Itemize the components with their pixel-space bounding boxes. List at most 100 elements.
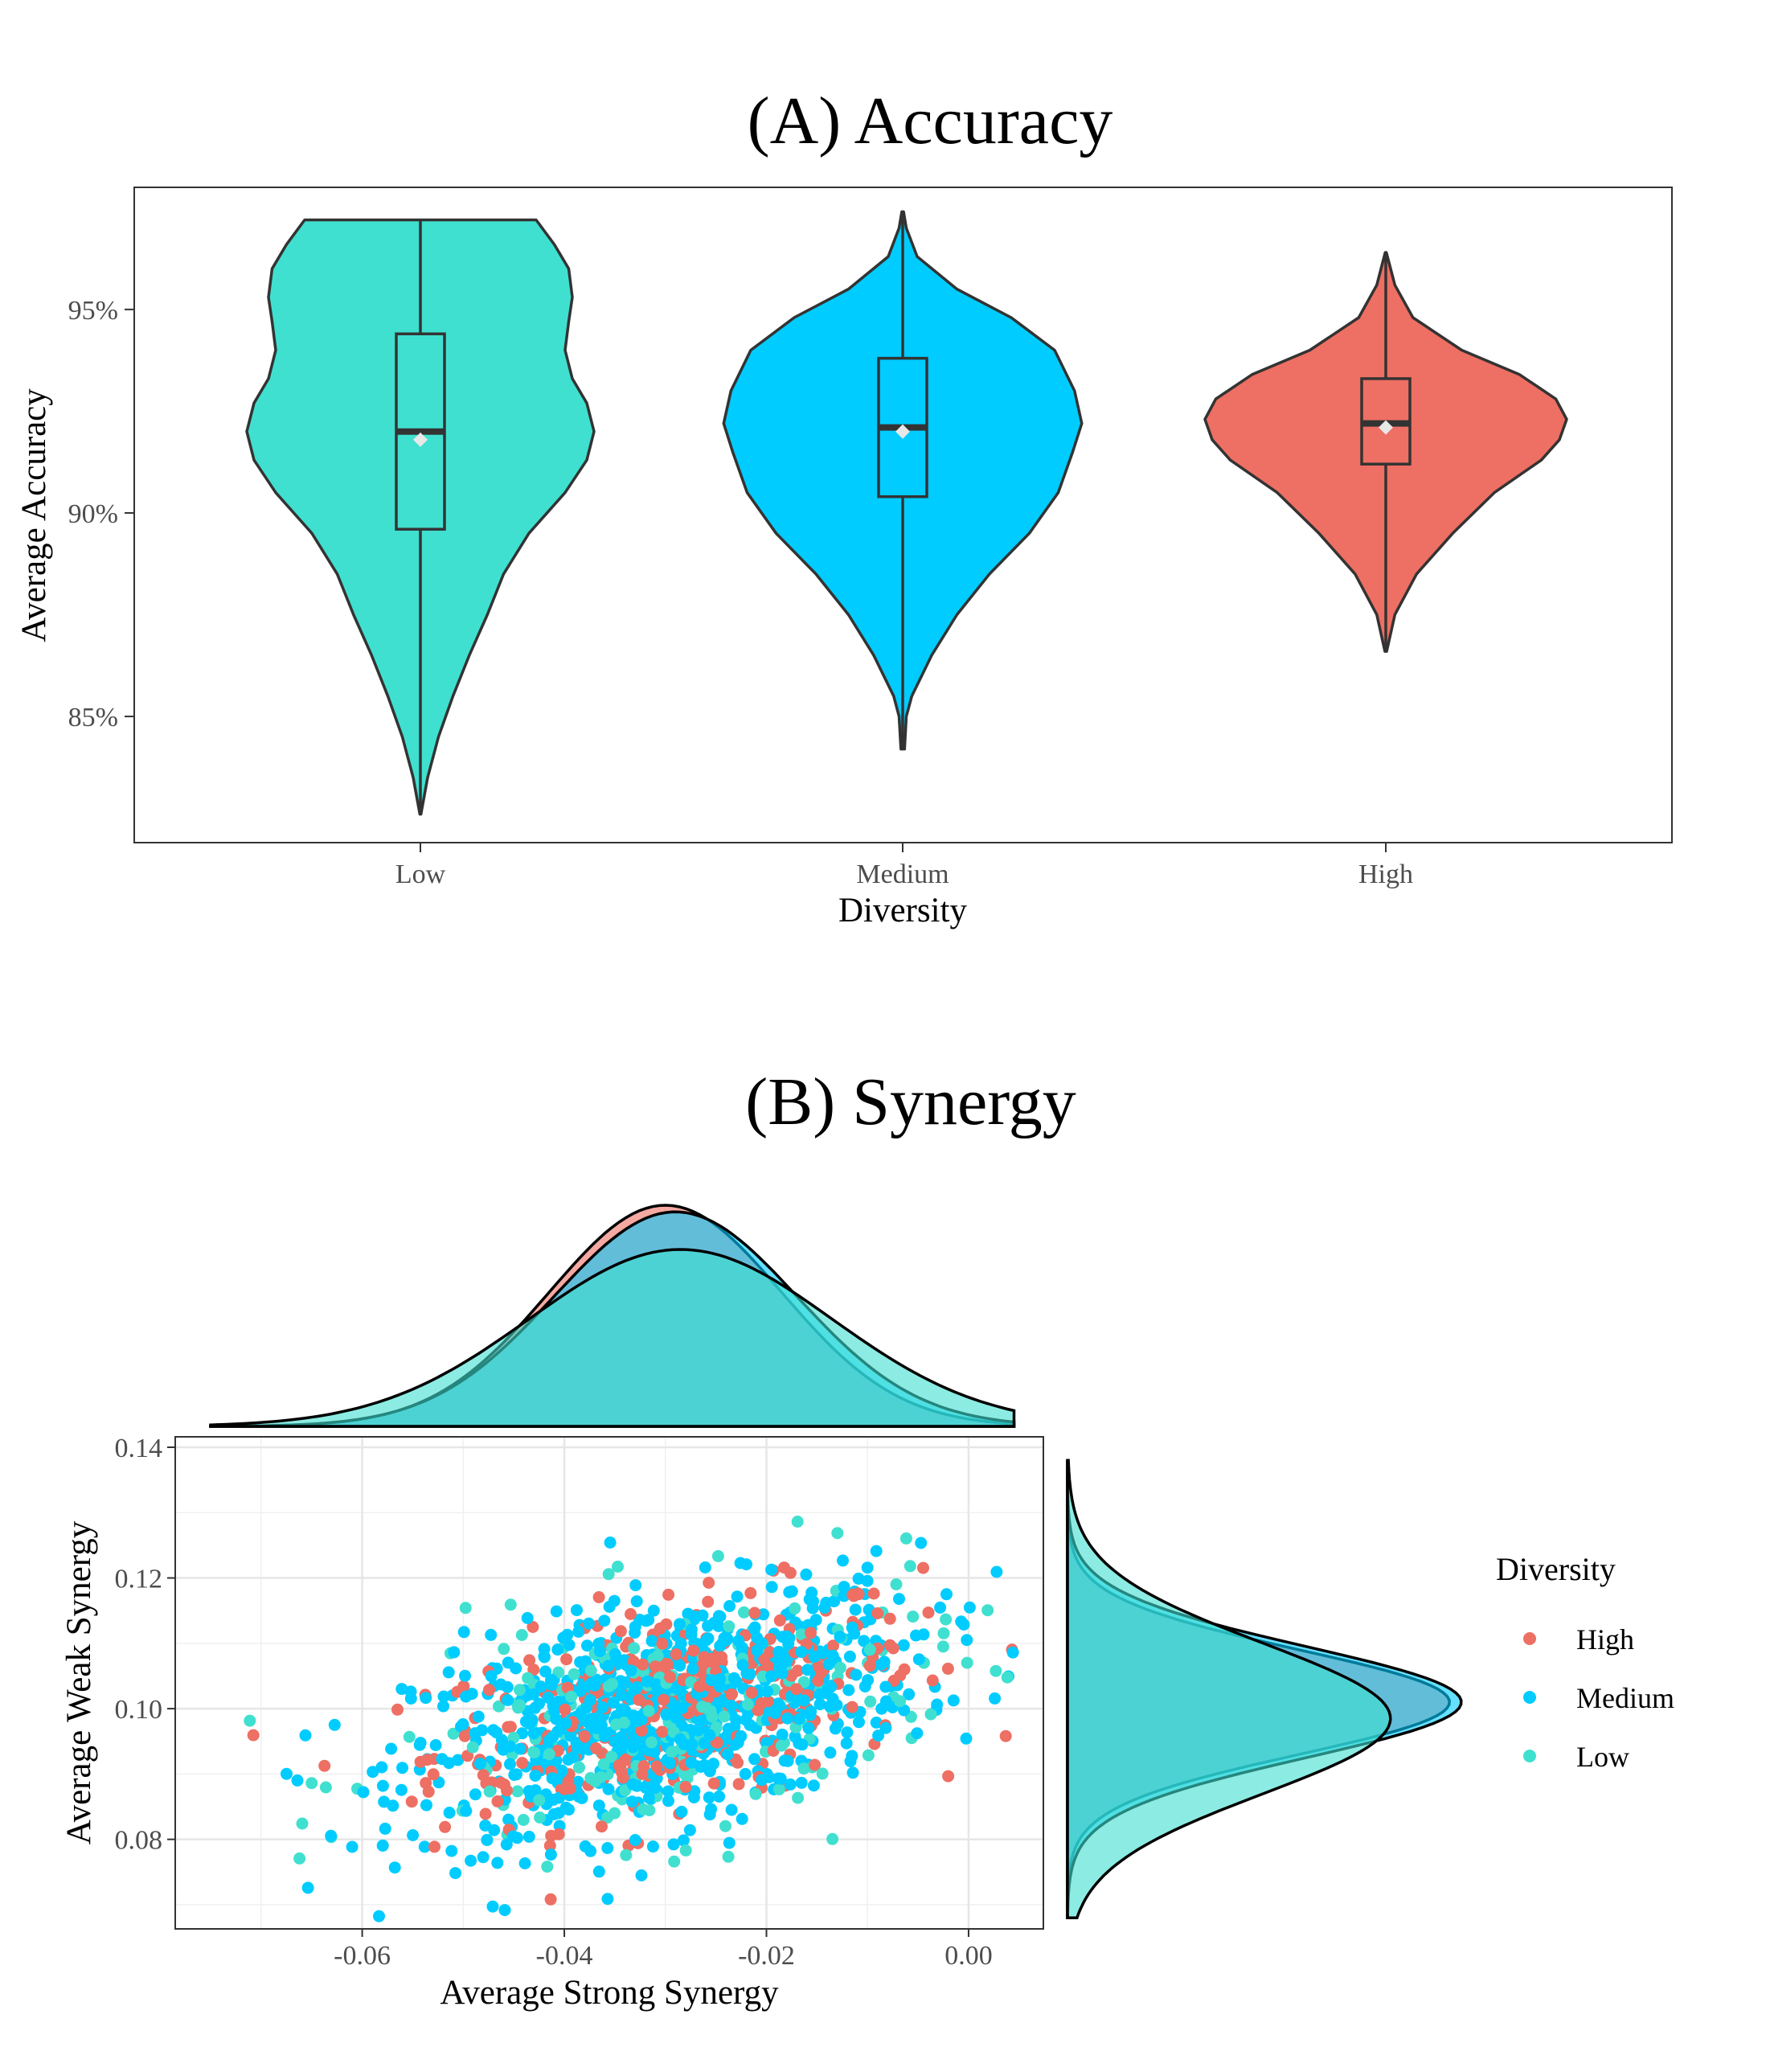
point-low [936,1640,949,1653]
point-medium [550,1713,563,1725]
legend: Diversity High Medium Low [1496,1551,1674,1773]
legend-key-high [1523,1632,1536,1645]
point-medium [761,1685,773,1698]
legend-label-medium: Medium [1576,1682,1674,1714]
y-tick-label: 95% [68,296,118,326]
right-marginal-density [1066,1459,1463,1919]
point-low [719,1820,731,1832]
point-high [578,1729,591,1742]
point-high [656,1637,669,1650]
point-medium [395,1683,408,1696]
point-low [595,1770,608,1783]
legend-label-high: High [1576,1623,1634,1656]
point-high [479,1807,492,1820]
point-low [706,1710,719,1723]
point-medium [602,1660,615,1672]
point-medium [601,1893,614,1906]
point-medium [404,1692,417,1705]
point-medium [551,1643,564,1656]
point-medium [748,1623,761,1635]
point-medium [700,1634,713,1647]
point-medium [559,1717,572,1729]
point-medium [442,1666,455,1679]
point-medium [614,1731,627,1744]
point-low [498,1643,510,1656]
point-medium [664,1757,677,1770]
point-medium [819,1687,832,1700]
point-medium [630,1680,643,1693]
point-medium [842,1684,855,1697]
point-high [670,1648,682,1660]
point-medium [555,1764,568,1777]
point-high [707,1777,720,1790]
point-high [562,1775,575,1788]
point-low [305,1777,318,1790]
point-high [715,1651,728,1664]
point-medium [420,1799,432,1811]
point-medium [731,1590,744,1603]
point-low [899,1532,912,1545]
point-low [789,1602,801,1615]
point-low [567,1668,580,1680]
point-high [687,1644,700,1657]
point-medium [872,1729,885,1742]
point-medium [601,1842,614,1854]
point-high [502,1721,514,1734]
point-high [498,1779,510,1791]
point-medium [645,1725,657,1738]
point-medium [357,1786,370,1799]
scatter-panel-border [174,1436,1044,1930]
point-medium [571,1604,583,1617]
point-medium [608,1647,621,1660]
point-medium [498,1904,511,1917]
point-high [805,1627,817,1639]
point-medium [675,1805,688,1818]
point-low [618,1716,630,1729]
point-medium [598,1615,611,1627]
point-high [457,1680,470,1692]
point-medium [547,1730,559,1743]
point-medium [572,1742,584,1754]
point-medium [796,1738,809,1751]
point-medium [813,1698,826,1711]
point-medium [843,1650,856,1663]
point-medium [437,1700,449,1713]
point-medium [375,1761,388,1774]
point-high [790,1683,803,1696]
point-medium [805,1586,818,1599]
point-medium [627,1709,640,1722]
point-high [748,1606,761,1619]
point-medium [841,1726,854,1739]
point-medium [539,1665,551,1678]
point-medium [756,1774,768,1787]
point-medium [713,1790,726,1803]
point-medium [367,1766,379,1779]
point-high [552,1828,565,1840]
point-high [592,1591,605,1603]
point-medium [437,1690,450,1703]
point-low [797,1676,810,1688]
point-high [649,1660,662,1673]
point-high [656,1725,669,1738]
point-low [862,1749,875,1762]
point-high [483,1684,495,1697]
point-high [744,1586,757,1599]
point-medium [931,1698,944,1711]
point-high [679,1781,692,1793]
point-medium [572,1625,585,1638]
x-tick-label: Low [395,860,446,889]
point-medium [960,1732,973,1745]
point-low [792,1791,805,1804]
point-medium [784,1778,797,1791]
point-low [620,1848,633,1861]
point-medium [725,1700,738,1712]
point-medium [583,1617,595,1630]
point-medium [472,1710,485,1723]
point-medium [325,1829,338,1842]
point-medium [491,1857,504,1869]
point-high [662,1588,675,1601]
point-high [999,1729,1012,1742]
point-medium [581,1639,593,1652]
point-low [244,1714,256,1727]
